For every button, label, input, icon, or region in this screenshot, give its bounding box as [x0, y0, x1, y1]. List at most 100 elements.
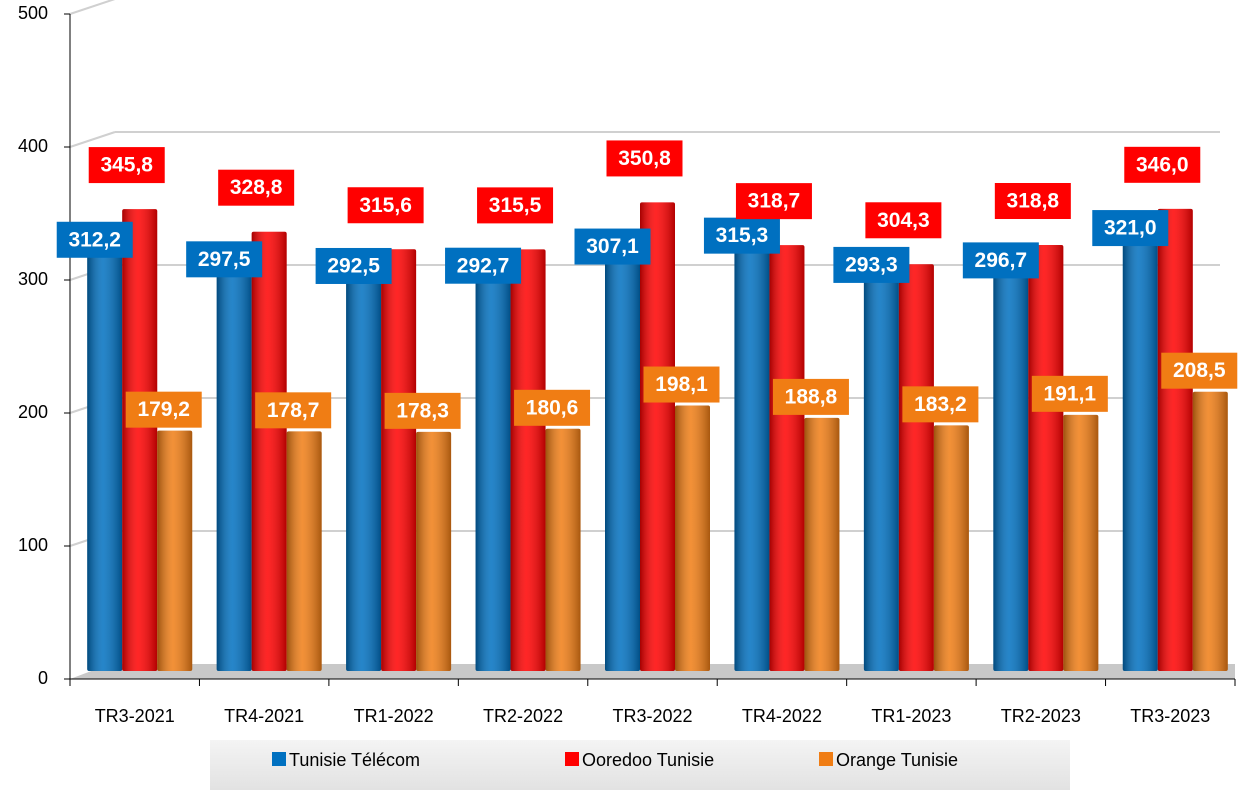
value-label: 318,8 [1007, 190, 1060, 213]
value-label: 178,7 [267, 399, 320, 422]
value-label: 180,6 [526, 396, 579, 419]
legend-swatch [272, 752, 286, 766]
x-tick-label: TR4-2022 [742, 706, 822, 726]
value-label: 178,3 [396, 399, 449, 422]
bar-shade [510, 249, 546, 671]
x-tick-label: TR3-2021 [95, 706, 175, 726]
bar-shade [157, 430, 193, 671]
value-label-bg [384, 392, 461, 429]
value-label-bg [772, 378, 849, 415]
value-label: 208,5 [1173, 359, 1226, 382]
value-label: 328,8 [230, 176, 283, 199]
value-label-bg [125, 391, 202, 428]
value-label: 304,3 [877, 209, 930, 232]
bar-shade [475, 279, 511, 671]
value-label-bg [255, 392, 332, 429]
bar-shade [734, 249, 770, 671]
bar-shade [1122, 242, 1158, 671]
value-label: 188,8 [785, 385, 838, 408]
bar-shade [122, 209, 158, 671]
value-label-bg [445, 247, 522, 284]
value-label-bg [833, 246, 910, 283]
bar-shade [251, 231, 287, 672]
value-label: 198,1 [655, 373, 708, 396]
value-label: 296,7 [975, 249, 1028, 272]
value-label: 315,5 [489, 194, 542, 217]
x-tick-label: TR3-2023 [1130, 706, 1210, 726]
bar-shade [1063, 414, 1099, 671]
value-label-bg [88, 147, 165, 184]
value-label: 191,1 [1044, 382, 1097, 405]
x-tick-label: TR1-2023 [871, 706, 951, 726]
value-label: 307,1 [586, 235, 639, 258]
x-tick-label: TR3-2022 [612, 706, 692, 726]
bar-shade [933, 425, 969, 671]
value-label: 345,8 [100, 154, 153, 177]
legend-label: Orange Tunisie [836, 750, 958, 770]
y-tick-label: 100 [18, 535, 48, 555]
value-label: 297,5 [198, 248, 251, 271]
value-label-bg [1124, 146, 1201, 183]
value-label: 315,3 [716, 224, 769, 247]
bar-shade [863, 278, 899, 671]
value-label: 315,6 [359, 194, 412, 217]
bar-shade [1192, 391, 1228, 671]
bar-shade [804, 417, 840, 671]
y-tick-label: 500 [18, 3, 48, 23]
value-label-bg [1161, 352, 1238, 389]
legend-label: Ooredoo Tunisie [582, 750, 714, 770]
value-label-bg [574, 228, 651, 265]
value-label: 183,2 [914, 393, 967, 416]
value-label-bg [315, 247, 392, 284]
bar-shade [286, 431, 322, 671]
value-label: 350,8 [618, 147, 671, 170]
bar-shade [346, 279, 382, 671]
value-label-bg [218, 169, 295, 206]
grid-line [69, 131, 116, 148]
bar-shade [640, 202, 675, 671]
bar-shade [769, 245, 805, 671]
bar-shade [381, 249, 417, 671]
value-label: 292,7 [457, 254, 510, 277]
value-label-bg [1031, 375, 1108, 412]
value-label-bg [902, 386, 979, 423]
bar-shade [87, 253, 123, 672]
legend-swatch [819, 752, 833, 766]
value-label-bg [514, 389, 591, 426]
bar-shade [416, 431, 452, 671]
y-tick-label: 0 [38, 668, 48, 688]
x-tick-label: TR2-2023 [1001, 706, 1081, 726]
value-label-bg [606, 140, 683, 177]
value-label-bg [735, 183, 812, 220]
value-label: 179,2 [137, 398, 190, 421]
y-tick-label: 300 [18, 269, 48, 289]
value-label-bg [1092, 210, 1169, 247]
value-label-bg [643, 366, 720, 403]
x-tick-label: TR4-2021 [224, 706, 304, 726]
value-label-bg [347, 187, 424, 224]
bar-shade [216, 273, 252, 671]
bar-shade [898, 264, 934, 671]
x-tick-label: TR2-2022 [483, 706, 563, 726]
bar-shade [675, 405, 710, 671]
value-label: 318,7 [748, 190, 801, 213]
grid-line [69, 0, 116, 15]
bar-shade [545, 428, 581, 671]
legend-swatch [565, 752, 579, 766]
value-label: 312,2 [68, 228, 121, 251]
y-tick-label: 200 [18, 402, 48, 422]
bar-shade [993, 274, 1029, 671]
value-label: 293,3 [845, 253, 898, 276]
bar-shade [605, 260, 640, 671]
value-label-bg [703, 217, 780, 254]
value-label: 346,0 [1136, 153, 1189, 176]
value-label-bg [477, 187, 554, 224]
y-tick-label: 400 [18, 136, 48, 156]
bar-shade [1157, 208, 1193, 671]
bar-shade [1028, 244, 1064, 671]
value-label: 321,0 [1104, 217, 1157, 240]
x-tick-label: TR1-2022 [354, 706, 434, 726]
legend-box [210, 740, 1070, 790]
value-label-bg [994, 182, 1071, 219]
value-label-bg [186, 241, 263, 278]
